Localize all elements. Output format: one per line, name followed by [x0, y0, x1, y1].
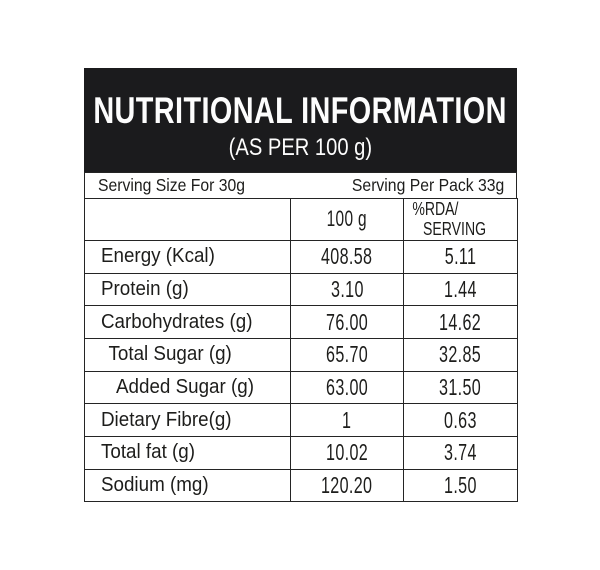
- per-100g-value: 10.02: [290, 436, 404, 470]
- serving-size-text: Serving Size For 30g: [98, 175, 246, 195]
- serving-per-pack-text: Serving Per Pack 33g: [351, 175, 504, 195]
- nutrient-name: Carbohydrates (g): [84, 305, 291, 340]
- table-row-total-fat: Total fat (g) 10.02 3.74: [84, 436, 518, 470]
- rda-header-line1: %RDA/: [412, 198, 459, 219]
- table-row-sodium: Sodium (mg) 120.20 1.50: [84, 468, 518, 503]
- nutrient-name: Total fat (g): [84, 436, 291, 470]
- rda-value: 5.11: [403, 239, 518, 274]
- per-100g-value: 63.00: [290, 370, 404, 405]
- label-title: NUTRITIONAL INFORMATION: [93, 90, 508, 131]
- per-100g-value: 120.20: [290, 468, 404, 503]
- nutrient-name: Energy (Kcal): [84, 239, 291, 274]
- nutrition-label: NUTRITIONAL INFORMATION (AS PER 100 g) S…: [84, 68, 518, 503]
- table-row-dietary-fibre: Dietary Fibre(g) 1 0.63: [84, 403, 518, 438]
- table-row-energy: Energy (Kcal) 408.58 5.11: [84, 239, 518, 274]
- table-row-carbohydrates: Carbohydrates (g) 76.00 14.62: [84, 305, 518, 340]
- table-row-total-sugar: Total Sugar (g) 65.70 32.85: [84, 338, 518, 372]
- rda-column-header: %RDA/ SERVING: [403, 198, 518, 241]
- nutrient-name: Added Sugar (g): [84, 370, 291, 405]
- table-header-row: 100 g %RDA/ SERVING: [84, 198, 518, 241]
- nutrient-name: Total Sugar (g): [84, 338, 291, 372]
- rda-value: 3.74: [403, 436, 518, 470]
- rda-value: 14.62: [403, 305, 518, 340]
- nutrient-name: Protein (g): [84, 272, 291, 307]
- per-100g-value: 1: [290, 403, 404, 438]
- per-100g-value: 76.00: [290, 305, 404, 340]
- rda-value: 0.63: [403, 403, 518, 438]
- nutrient-column-header: [84, 198, 291, 241]
- per-100g-column-header: 100 g: [290, 198, 404, 241]
- rda-value: 32.85: [403, 338, 518, 372]
- per-100g-value: 408.58: [290, 239, 404, 274]
- rda-value: 1.50: [403, 468, 518, 503]
- per-100g-header-text: 100 g: [326, 206, 368, 232]
- label-header: NUTRITIONAL INFORMATION (AS PER 100 g): [84, 68, 517, 172]
- rda-value: 31.50: [403, 370, 518, 405]
- nutrient-name: Sodium (mg): [84, 468, 291, 503]
- rda-value: 1.44: [403, 272, 518, 307]
- rda-header-line2: SERVING: [423, 217, 487, 239]
- label-subtitle: (AS PER 100 g): [228, 134, 373, 161]
- nutrition-table: 100 g %RDA/ SERVING Energy (Kcal) 408.58…: [84, 198, 518, 503]
- serving-info-row: Serving Size For 30g Serving Per Pack 33…: [84, 172, 517, 198]
- table-row-added-sugar: Added Sugar (g) 63.00 31.50: [84, 370, 518, 405]
- nutrient-name: Dietary Fibre(g): [84, 403, 291, 438]
- table-row-protein: Protein (g) 3.10 1.44: [84, 272, 518, 307]
- per-100g-value: 3.10: [290, 272, 404, 307]
- per-100g-value: 65.70: [290, 338, 404, 372]
